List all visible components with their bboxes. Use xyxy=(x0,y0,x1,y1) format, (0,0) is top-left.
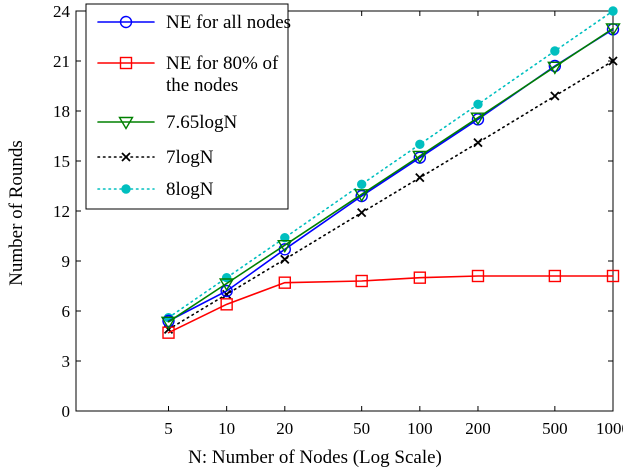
data-point xyxy=(550,46,560,56)
legend-swatch-marker xyxy=(118,116,134,130)
x-tick-label: 10 xyxy=(218,419,235,438)
data-point xyxy=(277,239,293,254)
data-point xyxy=(548,59,562,73)
legend-swatch-marker xyxy=(121,152,131,162)
x-tick-label: 500 xyxy=(542,419,568,438)
data-point xyxy=(220,298,233,311)
data-point xyxy=(160,316,177,330)
x-axis-label: N: Number of Nodes (Log Scale) xyxy=(188,447,442,468)
data-point xyxy=(355,274,368,288)
legend-entry: 7logN xyxy=(97,147,214,168)
x-tick-label: 50 xyxy=(353,419,370,438)
data-point xyxy=(353,189,370,203)
y-tick-label: 15 xyxy=(53,152,70,171)
plot-area: 0 3 6 9 12 15 18 21 24 5 10 20 50 100 200 500 1000 xyxy=(53,2,623,438)
y-tick-label: 3 xyxy=(62,352,71,371)
x-tick-label: 1000 xyxy=(596,419,623,438)
data-point xyxy=(220,284,233,298)
legend-label: 8logN xyxy=(166,179,214,200)
data-point xyxy=(470,112,486,126)
legend-entry: 7.65logN xyxy=(97,112,238,133)
series-line xyxy=(167,10,614,319)
data-point xyxy=(413,271,427,284)
data-point xyxy=(473,99,483,110)
data-point xyxy=(547,61,563,75)
legend-swatch-marker xyxy=(121,184,131,194)
data-point xyxy=(221,272,232,283)
data-point xyxy=(608,6,618,16)
data-point xyxy=(162,314,175,328)
legend-label: NE for 80% of the nodes xyxy=(166,53,279,96)
data-point xyxy=(471,269,485,283)
data-point xyxy=(280,254,290,264)
data-point xyxy=(415,173,425,183)
y-tick-label: 6 xyxy=(62,302,71,321)
legend-swatch-marker xyxy=(119,15,133,29)
data-point xyxy=(357,208,367,218)
data-point xyxy=(412,150,428,164)
y-tick-label: 18 xyxy=(53,102,70,121)
data-point xyxy=(218,278,235,292)
data-point xyxy=(415,139,425,150)
data-point xyxy=(280,232,290,243)
data-point xyxy=(608,56,618,66)
legend-entry: NE for 80% of the nodes xyxy=(97,53,279,96)
y-tick-label: 0 xyxy=(62,402,71,421)
legend-label: NE for all nodes xyxy=(166,12,291,33)
y-tick-label: 12 xyxy=(53,202,70,221)
series-4 xyxy=(163,6,618,323)
data-point xyxy=(473,138,483,148)
data-point xyxy=(548,269,562,283)
legend-label: 7logN xyxy=(166,147,214,168)
data-point xyxy=(606,269,620,283)
series-line xyxy=(167,60,614,331)
data-point xyxy=(605,23,621,37)
y-tick-label: 9 xyxy=(62,252,71,271)
legend-entry: 8logN xyxy=(97,179,214,200)
data-point xyxy=(278,276,292,289)
data-point xyxy=(356,179,367,190)
legend-label: 7.65logN xyxy=(166,112,238,133)
x-tick-label: 20 xyxy=(276,419,293,438)
y-tick-label: 21 xyxy=(53,52,70,71)
legend-swatch-marker xyxy=(119,56,133,70)
legend-box xyxy=(85,3,289,210)
series-2 xyxy=(160,23,621,330)
y-tick-label: 24 xyxy=(53,2,71,21)
legend: NE for all nodes NE for 80% of the nodes 7.… xyxy=(85,3,291,210)
x-tick-label: 5 xyxy=(164,419,173,438)
series-line xyxy=(167,27,614,323)
y-axis-label: Number of Rounds xyxy=(6,140,27,286)
data-point xyxy=(550,91,560,101)
series-line xyxy=(167,275,614,334)
x-tick-label: 200 xyxy=(465,419,491,438)
x-tick-label: 100 xyxy=(407,419,433,438)
legend-entry: NE for all nodes xyxy=(97,12,291,33)
